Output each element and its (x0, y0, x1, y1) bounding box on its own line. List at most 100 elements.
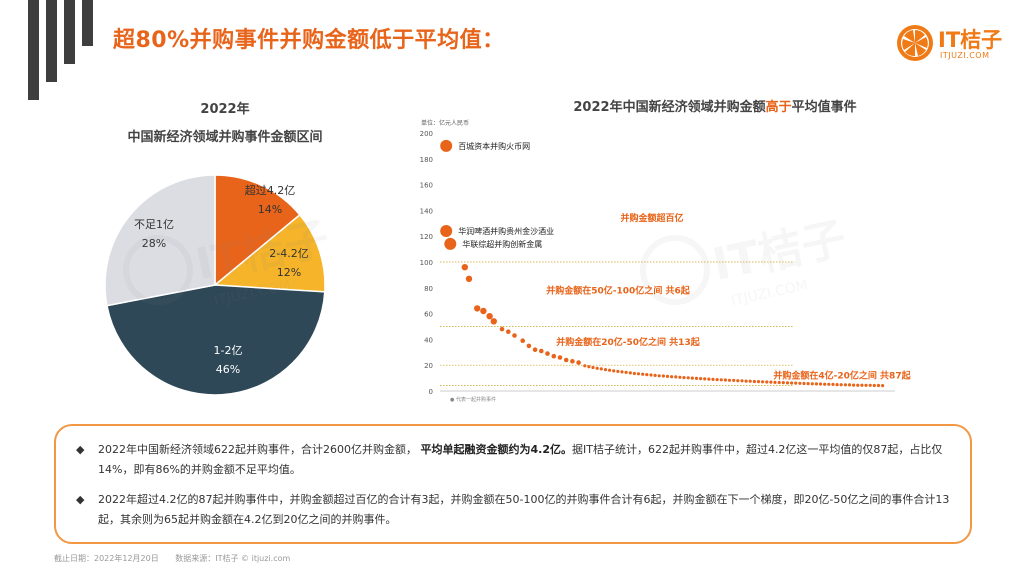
decorative-bar-4 (82, 0, 93, 46)
data-point (486, 313, 493, 320)
data-point (576, 360, 581, 365)
data-point (532, 347, 538, 353)
bullet-2-text: 2022年超过4.2亿的87起并购事件中，并购金额超过百亿的合计有3起，并购金额… (98, 493, 950, 526)
data-point (777, 380, 781, 385)
data-point (583, 364, 587, 368)
data-point (557, 355, 563, 360)
pie-label-under-1: 不足1亿 28% (122, 215, 186, 253)
itjuzi-logo[interactable]: IT桔子 ITJUZI.COM (896, 22, 1016, 66)
data-point (864, 383, 868, 387)
bullet-1-pre: 2022年中国新经济领域622起并购事件，合计2600亿并购金额， (98, 443, 421, 456)
data-point (526, 343, 532, 349)
data-point (620, 370, 624, 374)
data-point (624, 370, 628, 374)
scatter-title-prefix: 2022年中国新经济领域并购金额 (573, 100, 766, 115)
data-point (736, 379, 740, 383)
data-point (665, 374, 670, 378)
legend-label: ● 代表一起并购事件 (450, 396, 496, 403)
data-point (591, 365, 595, 370)
data-point (440, 225, 453, 237)
data-point (636, 372, 641, 376)
pie-title-line2: 中国新经济领域并购事件金额区间 (127, 130, 323, 145)
data-point (608, 368, 612, 372)
data-point (595, 366, 599, 370)
y-tick-label: 40 (424, 336, 433, 344)
data-point (444, 237, 457, 250)
pie-label-2-4-2-name: 2-4.2亿 (269, 247, 309, 260)
point-annotation: 华润啤酒并购贵州金沙酒业 (458, 226, 554, 236)
data-point (686, 376, 690, 380)
svg-text:ITJUZI.COM: ITJUZI.COM (730, 277, 809, 309)
data-point (810, 382, 814, 386)
data-point (823, 382, 827, 386)
data-point (674, 375, 678, 379)
data-point (744, 379, 748, 383)
point-annotation: 百城资本并购火币网 (458, 141, 530, 151)
data-point (769, 380, 773, 384)
footer: 截止日期：2022年12月20日 数据来源：IT桔子 © itjuzi.com (54, 553, 304, 564)
data-point (612, 369, 616, 373)
y-tick-label: 160 (420, 182, 433, 190)
data-point (727, 378, 732, 382)
data-point (835, 383, 839, 387)
y-tick-label: 0 (429, 388, 433, 396)
data-point (881, 384, 885, 388)
data-point (520, 338, 525, 344)
data-point (545, 351, 550, 356)
data-point (719, 378, 723, 382)
data-point (707, 377, 711, 381)
svg-text:IT桔子: IT桔子 (708, 213, 850, 291)
unit-label: 单位：亿元人民币 (421, 119, 469, 127)
data-point (794, 381, 798, 385)
pie-label-2-4-2: 2-4.2亿 12% (259, 244, 319, 282)
data-point (461, 264, 468, 271)
data-point (440, 139, 453, 152)
data-point (480, 307, 487, 315)
data-point (682, 376, 686, 380)
data-point (798, 381, 802, 385)
y-tick-label: 120 (420, 233, 433, 241)
pie-title-line1: 2022年 (200, 102, 250, 117)
bullet-1: ◆ 2022年中国新经济领域622起并购事件，合计2600亿并购金额， 平均单起… (76, 440, 954, 480)
data-point (868, 383, 872, 387)
pie-label-under-1-name: 不足1亿 (134, 218, 174, 231)
band-label: 并购金额在4亿-20亿之间 共87起 (773, 370, 911, 382)
y-tick-label: 60 (424, 311, 433, 319)
data-point (506, 329, 511, 335)
data-point (740, 379, 744, 383)
pie-label-1-2: 1-2亿 46% (198, 341, 258, 379)
bullet-1-text: 2022年中国新经济领域622起并购事件，合计2600亿并购金额， 平均单起融资… (98, 440, 954, 480)
footer-source: 数据来源：IT桔子 © itjuzi.com (175, 554, 291, 563)
band-label: 并购金额在50亿-100亿之间 共6起 (546, 284, 690, 296)
data-point (723, 378, 728, 382)
data-point (490, 318, 497, 325)
data-point (570, 359, 575, 364)
data-point (649, 373, 653, 377)
data-point (785, 381, 790, 385)
decorative-bar-2 (46, 0, 57, 82)
data-point (756, 380, 761, 384)
data-point (603, 368, 608, 372)
data-point (872, 383, 876, 388)
y-tick-label: 200 (420, 130, 433, 138)
band-label: 并购金额超百亿 (620, 212, 683, 224)
pie-label-2-4-2-pct: 12% (276, 266, 302, 279)
point-annotation: 华联综超并购创新金属 (462, 239, 542, 249)
data-point (827, 382, 831, 386)
orange-slice-icon (897, 25, 933, 61)
data-point (512, 333, 517, 338)
data-point (761, 380, 765, 384)
slide-title: 超80%并购事件并购金额低于平均值： (113, 28, 505, 53)
data-point (860, 383, 864, 387)
bullet-1-post: 据IT桔子统计，622起并购事件中，超过4.2亿这一平均值的仅87起，占比仅14… (98, 443, 943, 476)
data-point (474, 305, 481, 312)
data-point (645, 373, 649, 377)
data-point (632, 371, 637, 376)
data-point (814, 382, 819, 386)
pie-label-over-4-2: 超过4.2亿 14% (238, 181, 302, 219)
data-point (465, 275, 473, 282)
data-point (781, 381, 785, 385)
y-tick-label: 180 (420, 156, 433, 164)
data-point (765, 380, 769, 384)
